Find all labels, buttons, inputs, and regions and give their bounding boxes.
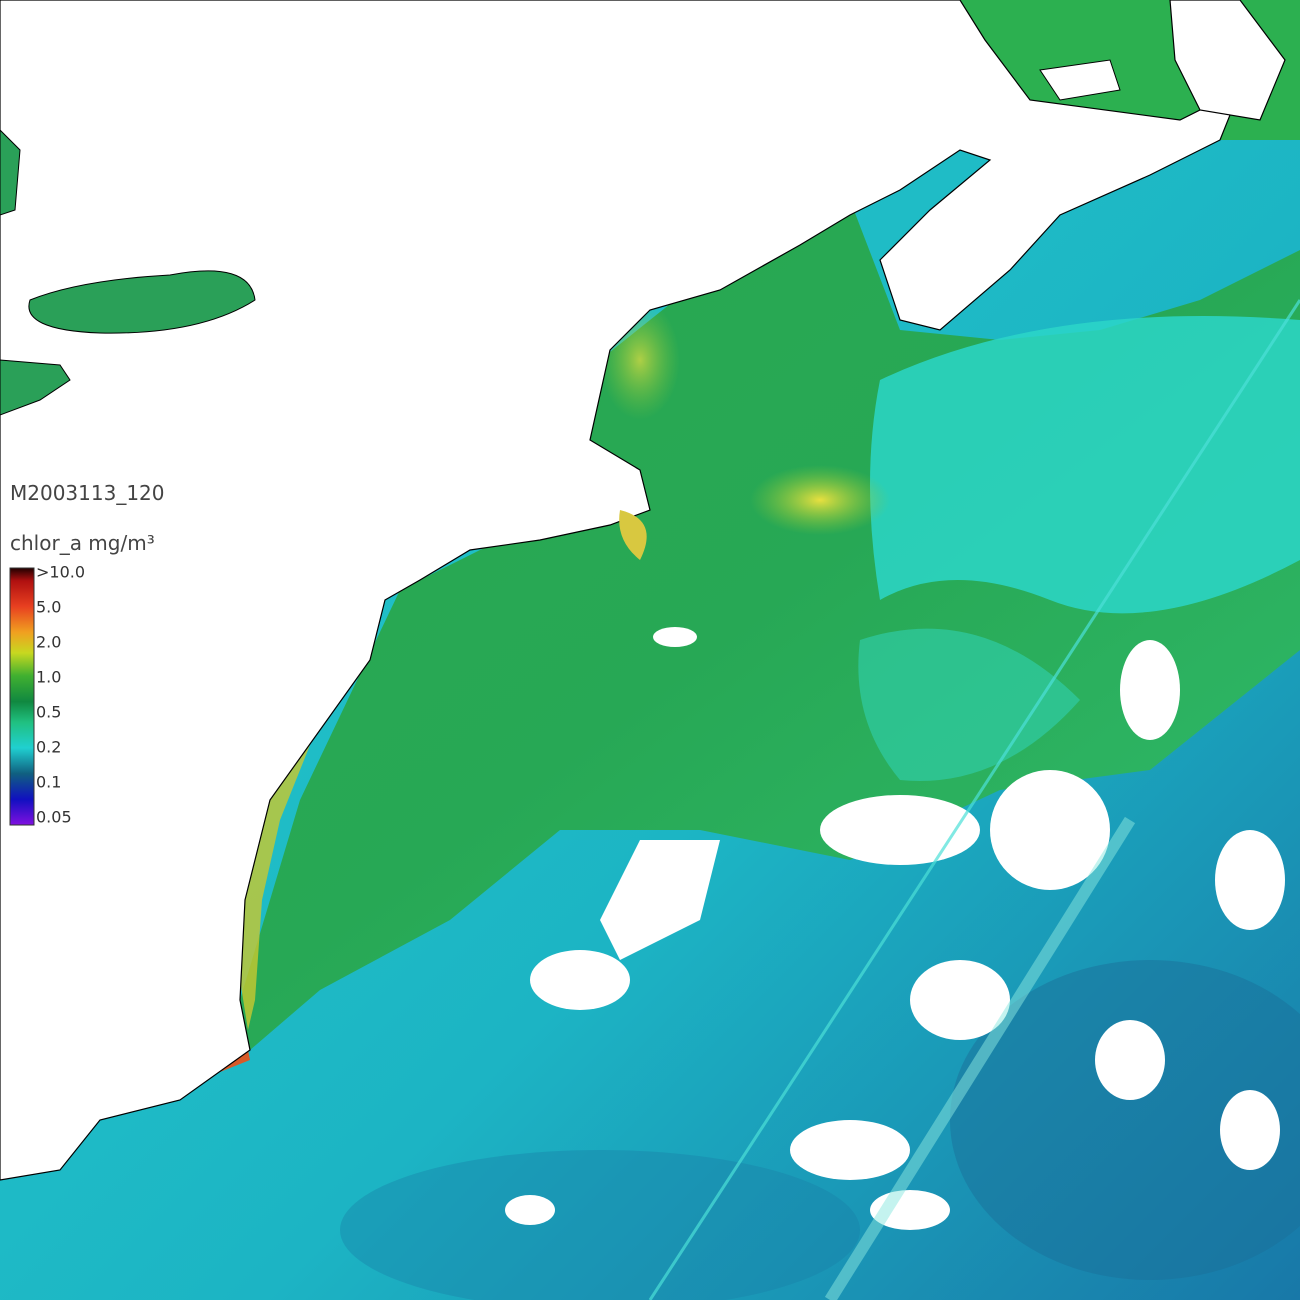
cloud bbox=[1215, 830, 1285, 930]
colorbar-label: 0.2 bbox=[36, 738, 61, 757]
colorbar-label: 0.5 bbox=[36, 703, 61, 722]
image-id: M2003113_120 bbox=[10, 481, 165, 505]
colorbar-label: 1.0 bbox=[36, 668, 61, 687]
colorbar-label: 2.0 bbox=[36, 633, 61, 652]
cloud-cover bbox=[505, 627, 1285, 1230]
legend-title: chlor_a mg/m³ bbox=[10, 531, 155, 555]
cloud bbox=[505, 1195, 555, 1225]
cloud bbox=[820, 795, 980, 865]
cloud bbox=[1120, 640, 1180, 740]
colorbar-label: 0.1 bbox=[36, 773, 61, 792]
cloud bbox=[530, 950, 630, 1010]
lake bbox=[28, 270, 256, 334]
offshore-water bbox=[858, 628, 1080, 781]
lake bbox=[0, 129, 21, 216]
colorbar-label: >10.0 bbox=[36, 563, 85, 582]
colorbar bbox=[9, 567, 35, 826]
cape-cod-bay bbox=[619, 510, 647, 560]
offshore-water bbox=[870, 316, 1300, 614]
cloud bbox=[990, 770, 1110, 890]
coastal-band bbox=[240, 730, 310, 1030]
bloom bbox=[750, 465, 890, 535]
colorbar-label: 5.0 bbox=[36, 598, 61, 617]
colorbar-label: 0.05 bbox=[36, 808, 72, 827]
lake bbox=[0, 359, 71, 416]
island bbox=[1039, 59, 1121, 101]
land bbox=[0, 0, 1242, 1181]
cloud bbox=[653, 627, 697, 647]
cloud bbox=[600, 840, 720, 960]
deep-water bbox=[340, 1150, 860, 1300]
deep-water bbox=[950, 960, 1300, 1280]
cloud bbox=[790, 1120, 910, 1180]
cloud bbox=[1220, 1090, 1280, 1170]
swath-edge bbox=[648, 299, 1300, 1300]
colorbar-labels: >10.0 5.0 2.0 1.0 0.5 0.2 0.1 0.05 bbox=[36, 563, 85, 827]
cloud bbox=[910, 960, 1010, 1040]
swath-edge bbox=[824, 816, 1136, 1300]
cloud bbox=[1095, 1020, 1165, 1100]
cape-breton bbox=[1169, 0, 1286, 121]
